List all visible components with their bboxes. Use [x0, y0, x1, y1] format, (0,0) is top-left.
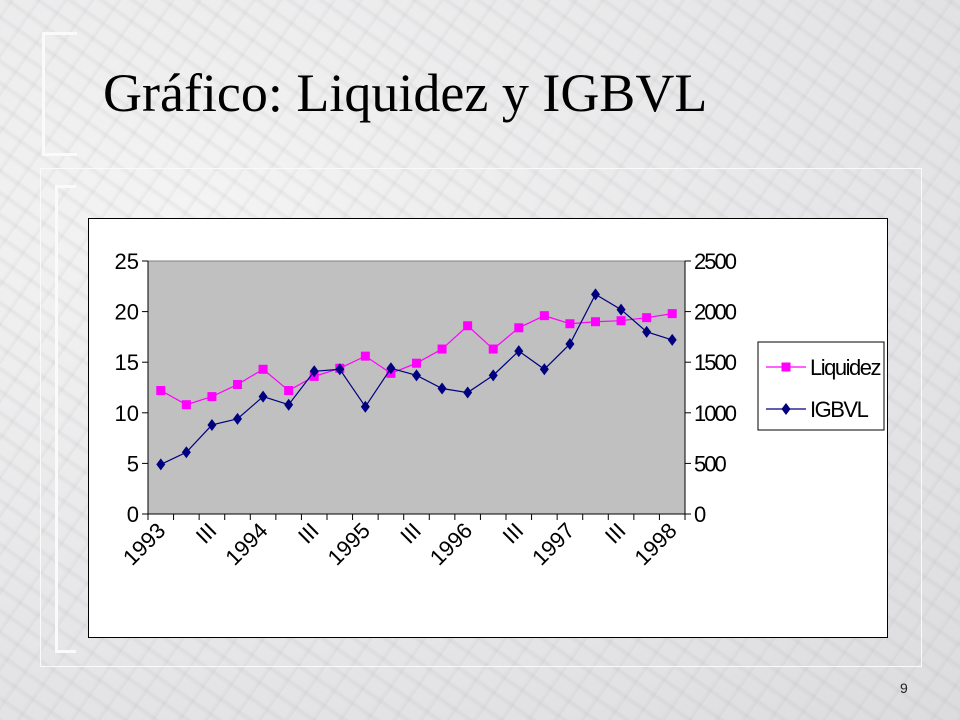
legend-marker-igbvl	[781, 403, 791, 415]
data-point-igbvl	[335, 363, 345, 376]
data-point-liquidez	[488, 344, 498, 354]
x-axis-tick-label: 1998	[629, 518, 681, 570]
data-point-liquidez	[616, 316, 626, 326]
data-point-igbvl	[156, 458, 166, 471]
x-axis-tick-label: III	[600, 518, 631, 549]
data-point-igbvl	[642, 325, 652, 338]
data-point-igbvl	[233, 412, 242, 425]
decorative-frame-box	[40, 168, 922, 667]
data-point-igbvl	[181, 446, 191, 459]
legend-box	[757, 341, 885, 431]
page-number: 9	[900, 680, 908, 696]
data-point-liquidez	[412, 358, 421, 368]
data-point-igbvl	[412, 369, 421, 382]
data-point-liquidez	[207, 392, 217, 402]
data-point-igbvl	[437, 382, 447, 395]
data-point-igbvl	[514, 345, 524, 358]
data-point-igbvl	[539, 363, 549, 376]
x-axis-tick-label: III	[395, 518, 426, 549]
right-axis-tick-label: 1500	[694, 350, 737, 375]
x-axis-tick-label: 1994	[220, 518, 272, 570]
data-point-igbvl	[207, 418, 217, 431]
data-point-igbvl	[463, 386, 473, 399]
legend-label-liquidez: Liquidez	[810, 355, 880, 380]
left-axis-tick-label: 25	[115, 249, 139, 274]
right-axis-tick-label: 2000	[694, 300, 737, 325]
data-point-igbvl	[360, 400, 370, 413]
decorative-frame-title	[42, 32, 77, 156]
right-axis-tick-label: 0	[694, 502, 706, 527]
x-axis-tick-label: 1996	[425, 518, 477, 570]
x-axis-tick-label: III	[498, 518, 529, 549]
data-point-liquidez	[667, 309, 677, 319]
data-point-igbvl	[616, 303, 626, 316]
data-point-liquidez	[514, 323, 524, 333]
data-point-liquidez	[565, 319, 575, 329]
x-axis-tick-label: III	[191, 518, 222, 549]
x-axis-tick-label: III	[293, 518, 324, 549]
data-point-liquidez	[463, 321, 473, 331]
left-axis-tick-label: 0	[127, 502, 139, 527]
data-point-liquidez	[156, 386, 166, 396]
data-point-igbvl	[591, 288, 600, 301]
data-point-igbvl	[386, 362, 396, 375]
legend-label-igbvl: IGBVL	[810, 397, 869, 422]
data-point-igbvl	[258, 390, 268, 403]
right-axis-tick-label: 2500	[694, 249, 737, 274]
slide-title: Gráfico: Liquidez y IGBVL	[103, 63, 708, 123]
data-point-liquidez	[233, 379, 242, 389]
plot-area	[147, 260, 686, 515]
x-axis-tick-label: 1995	[323, 518, 375, 570]
left-axis-tick-label: 5	[127, 451, 139, 476]
legend-marker-liquidez	[781, 362, 791, 372]
data-point-liquidez	[284, 386, 294, 396]
data-point-igbvl	[284, 398, 294, 411]
left-axis-tick-label: 15	[115, 350, 139, 375]
data-point-liquidez	[437, 344, 447, 354]
data-point-liquidez	[258, 364, 268, 374]
data-point-liquidez	[591, 317, 600, 327]
data-point-liquidez	[642, 313, 652, 323]
data-point-igbvl	[309, 365, 319, 378]
left-axis-tick-label: 20	[115, 300, 139, 325]
data-point-igbvl	[565, 337, 575, 350]
left-axis-tick-label: 10	[115, 401, 139, 426]
right-axis-tick-label: 500	[694, 451, 726, 476]
data-point-liquidez	[539, 311, 549, 321]
right-axis-tick-label: 1000	[694, 401, 737, 426]
decorative-frame-body	[55, 185, 76, 653]
chart-container: 0 5 10 15 20 25 0 500 1000 1500 2000 2500 1993 III 199…	[88, 218, 888, 638]
data-point-igbvl	[667, 333, 677, 346]
data-point-liquidez	[181, 400, 191, 410]
x-axis-tick-label: 1997	[527, 518, 579, 570]
data-point-igbvl	[488, 369, 498, 382]
data-point-liquidez	[360, 351, 370, 361]
